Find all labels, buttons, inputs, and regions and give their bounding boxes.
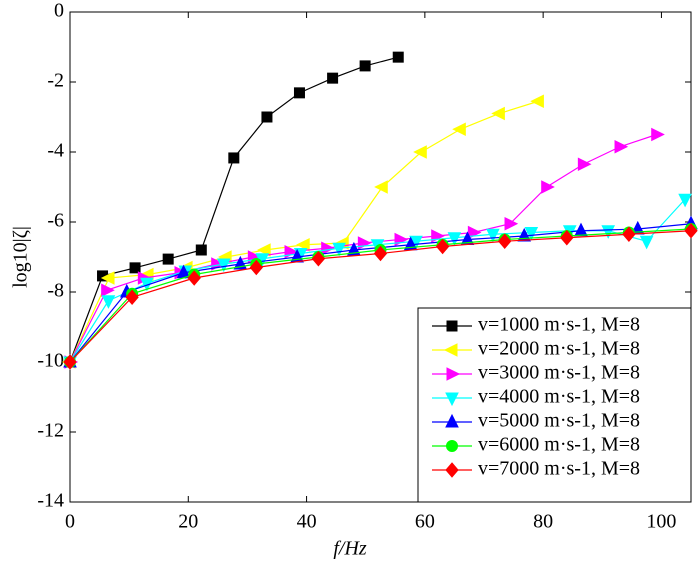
series-line — [69, 56, 399, 363]
legend-label: v=1000 m·s-1, M=8 — [478, 314, 640, 336]
marker — [162, 253, 174, 265]
marker — [639, 235, 654, 250]
marker — [446, 367, 461, 381]
legend-label: v=3000 m·s-1, M=8 — [478, 362, 640, 384]
marker — [446, 440, 458, 452]
legend-label: v=2000 m·s-1, M=8 — [478, 338, 640, 360]
legend-label: v=5000 m·s-1, M=8 — [478, 410, 640, 432]
marker — [129, 262, 141, 274]
marker — [491, 106, 505, 121]
marker — [452, 122, 466, 137]
marker — [374, 180, 388, 194]
marker — [577, 157, 592, 172]
marker — [228, 152, 240, 164]
marker — [311, 250, 326, 267]
marker — [684, 222, 698, 239]
legend-label: v=7000 m·s-1, M=8 — [478, 458, 640, 480]
marker — [394, 232, 409, 247]
y-tick-label: -4 — [47, 140, 64, 162]
legend-label: v=6000 m·s-1, M=8 — [478, 434, 640, 456]
marker — [321, 241, 335, 256]
marker — [332, 242, 346, 257]
y-tick-label: -6 — [47, 210, 64, 232]
marker — [574, 222, 588, 237]
marker — [622, 226, 636, 243]
marker — [357, 236, 372, 250]
y-tick-label: 0 — [54, 0, 64, 22]
marker — [614, 139, 629, 154]
marker — [63, 354, 77, 370]
marker — [601, 225, 616, 239]
marker — [249, 259, 263, 276]
marker — [100, 271, 115, 285]
marker — [486, 228, 500, 243]
marker — [373, 245, 388, 262]
y-tick-label: -2 — [47, 70, 64, 92]
marker — [359, 60, 371, 72]
marker — [443, 343, 458, 357]
y-axis-label: log10|ζ| — [10, 226, 32, 288]
marker — [125, 289, 139, 306]
x-axis-label: f/Hz — [333, 538, 367, 560]
plot-frame — [69, 11, 692, 503]
marker — [504, 216, 519, 231]
marker — [392, 51, 404, 63]
marker — [524, 227, 539, 241]
marker — [678, 193, 692, 208]
marker — [446, 320, 458, 332]
marker — [195, 244, 207, 256]
marker — [530, 94, 544, 109]
marker — [296, 237, 310, 252]
y-tick-label: -10 — [37, 350, 64, 372]
marker — [261, 111, 273, 123]
x-tick-label: 100 — [646, 511, 676, 533]
marker — [445, 413, 459, 428]
marker — [447, 232, 462, 246]
marker — [445, 462, 459, 478]
marker — [101, 283, 115, 298]
marker — [498, 233, 512, 250]
marker — [413, 145, 427, 159]
marker — [293, 87, 305, 99]
marker — [445, 392, 459, 407]
legend-label: v=4000 m·s-1, M=8 — [478, 386, 640, 408]
marker — [216, 258, 231, 273]
marker — [435, 238, 450, 255]
x-tick-label: 20 — [178, 511, 198, 533]
x-tick-label: 80 — [533, 511, 553, 533]
x-tick-label: 0 — [65, 511, 75, 533]
marker — [257, 243, 271, 257]
marker — [651, 127, 665, 142]
y-tick-label: -8 — [47, 280, 64, 302]
marker — [187, 270, 201, 286]
y-tick-label: -12 — [37, 420, 64, 442]
marker — [327, 72, 339, 84]
marker — [101, 295, 116, 309]
x-tick-label: 60 — [415, 511, 435, 533]
marker — [541, 180, 555, 194]
x-tick-label: 40 — [297, 511, 317, 533]
marker — [560, 229, 574, 246]
y-tick-label: -14 — [37, 490, 64, 512]
marker — [347, 241, 361, 256]
